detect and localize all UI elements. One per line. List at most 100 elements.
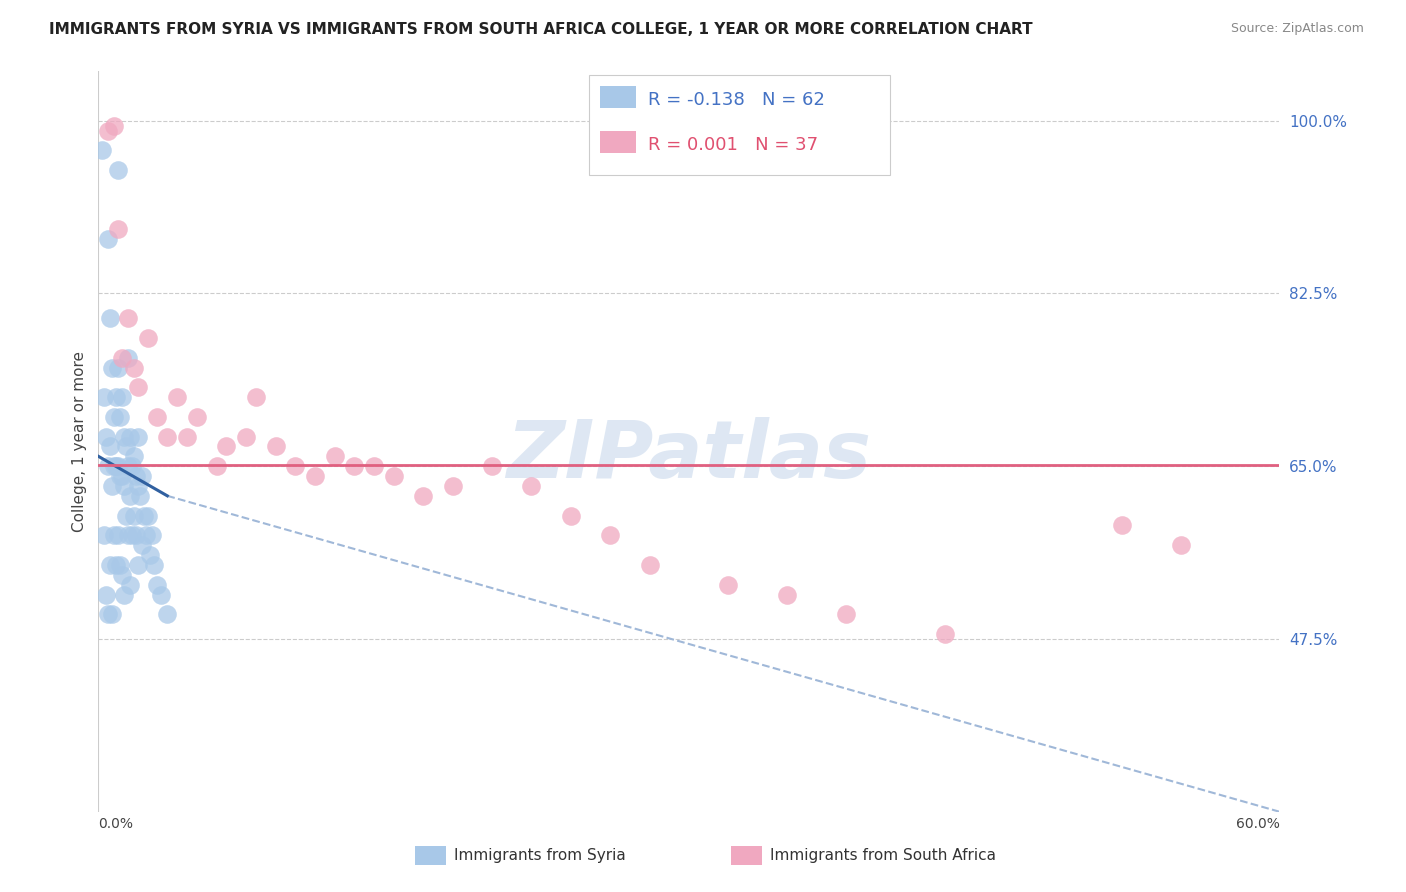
Point <box>142 558 165 572</box>
Point <box>105 459 128 474</box>
Point <box>135 528 157 542</box>
Point <box>98 440 121 454</box>
Point <box>146 409 169 424</box>
Point <box>103 409 125 424</box>
Text: ZIPatlas: ZIPatlas <box>506 417 872 495</box>
Point <box>343 459 366 474</box>
Point <box>136 508 159 523</box>
Point <box>156 429 179 443</box>
Text: 0.0%: 0.0% <box>98 817 134 830</box>
Point <box>91 144 114 158</box>
Point <box>186 409 208 424</box>
Point <box>97 607 120 622</box>
Point <box>117 351 139 365</box>
Point <box>323 450 346 464</box>
Text: Source: ZipAtlas.com: Source: ZipAtlas.com <box>1230 22 1364 36</box>
Point <box>101 479 124 493</box>
Point <box>638 558 661 572</box>
Point <box>107 222 129 236</box>
Point <box>118 577 141 591</box>
Point <box>111 469 134 483</box>
Point <box>150 588 173 602</box>
Point <box>131 538 153 552</box>
Point <box>93 390 115 404</box>
Point <box>132 508 155 523</box>
Point <box>101 360 124 375</box>
Point <box>98 311 121 326</box>
Point <box>111 567 134 582</box>
Point <box>122 450 145 464</box>
Point <box>304 469 326 483</box>
Point <box>412 489 434 503</box>
Point <box>560 508 582 523</box>
Point <box>93 528 115 542</box>
Point <box>97 459 120 474</box>
Point <box>107 459 129 474</box>
Point <box>103 459 125 474</box>
Point <box>111 351 134 365</box>
Point <box>125 469 148 483</box>
Point <box>117 311 139 326</box>
Point <box>97 123 120 137</box>
Point <box>107 360 129 375</box>
Text: IMMIGRANTS FROM SYRIA VS IMMIGRANTS FROM SOUTH AFRICA COLLEGE, 1 YEAR OR MORE CO: IMMIGRANTS FROM SYRIA VS IMMIGRANTS FROM… <box>49 22 1033 37</box>
Text: 60.0%: 60.0% <box>1236 817 1279 830</box>
Text: R = 0.001   N = 37: R = 0.001 N = 37 <box>648 136 818 153</box>
Point <box>127 479 149 493</box>
Point <box>127 380 149 394</box>
Point <box>205 459 228 474</box>
Text: Immigrants from South Africa: Immigrants from South Africa <box>770 848 997 863</box>
Point <box>127 429 149 443</box>
Point <box>599 528 621 542</box>
Point <box>382 469 405 483</box>
Point <box>112 429 135 443</box>
Point <box>131 469 153 483</box>
Point <box>1111 518 1133 533</box>
Point <box>176 429 198 443</box>
Point <box>128 489 150 503</box>
Point <box>284 459 307 474</box>
Point <box>117 459 139 474</box>
Text: R = -0.138   N = 62: R = -0.138 N = 62 <box>648 91 824 110</box>
FancyBboxPatch shape <box>589 75 890 175</box>
Point <box>121 459 143 474</box>
Point <box>103 528 125 542</box>
Point <box>96 429 118 443</box>
Point <box>121 528 143 542</box>
Point <box>118 489 141 503</box>
Point <box>108 469 131 483</box>
Point <box>166 390 188 404</box>
Point <box>264 440 287 454</box>
Point <box>108 558 131 572</box>
Point <box>235 429 257 443</box>
Point <box>1170 538 1192 552</box>
Point <box>215 440 238 454</box>
Point <box>115 440 138 454</box>
Point <box>105 390 128 404</box>
Point <box>112 588 135 602</box>
Point <box>98 558 121 572</box>
Point <box>103 119 125 133</box>
Point <box>97 232 120 246</box>
Point <box>776 588 799 602</box>
Point <box>481 459 503 474</box>
Point <box>107 528 129 542</box>
Point <box>520 479 543 493</box>
Point <box>717 577 740 591</box>
Point <box>245 390 267 404</box>
Point <box>363 459 385 474</box>
Point <box>108 409 131 424</box>
Point <box>115 508 138 523</box>
Point <box>118 429 141 443</box>
Point <box>934 627 956 641</box>
Point <box>117 528 139 542</box>
Point <box>136 331 159 345</box>
Point <box>835 607 858 622</box>
Y-axis label: College, 1 year or more: College, 1 year or more <box>72 351 87 532</box>
Point <box>112 479 135 493</box>
Point <box>146 577 169 591</box>
Bar <box>600 87 636 109</box>
Point <box>141 528 163 542</box>
Bar <box>600 130 636 153</box>
Text: Immigrants from Syria: Immigrants from Syria <box>454 848 626 863</box>
